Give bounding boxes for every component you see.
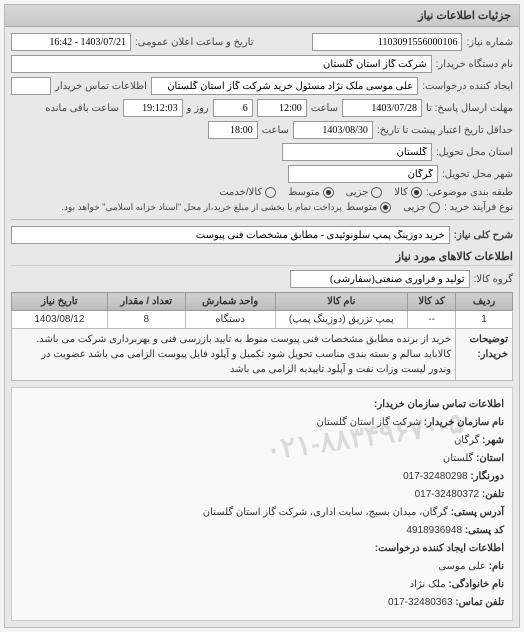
goods-section-title: اطلاعات کالاهای مورد نیاز [11, 250, 513, 266]
cell-unit: دستگاه [185, 311, 275, 329]
request-number-label: شماره نیاز: [466, 37, 513, 48]
postal-label: کد پستی: [465, 525, 504, 536]
process-label: نوع فرآیند خرید : [444, 202, 513, 213]
address: گرگان، میدان بسیج، سایت اداری، شرکت گاز … [203, 507, 448, 518]
buyer-contact-label: اطلاعات تماس خریدار [55, 81, 147, 92]
table-row: 1 -- پمپ تزریق (دوزینگ پمپ) دستگاه 8 140… [12, 311, 513, 329]
org-name-label: نام سازمان خریدار: [424, 417, 504, 428]
need-desc-label: شرح کلی نیاز: [454, 230, 513, 241]
creator-family: ملک نژاد [410, 579, 446, 590]
deadline-label: مهلت ارسال پاسخ: تا [426, 103, 513, 114]
panel-title: جزئیات اطلاعات نیاز [5, 5, 519, 27]
radio-partial-label: جزیی [346, 187, 369, 198]
cell-code: -- [408, 311, 456, 329]
cell-date: 1403/08/12 [12, 311, 108, 329]
radio-partial-dot [371, 187, 382, 198]
goods-table: ردیف کد کالا نام کالا واحد شمارش تعداد /… [11, 292, 513, 381]
remaining-label: ساعت باقی مانده [45, 103, 118, 114]
time-label-1: ساعت [311, 103, 338, 114]
col-unit: واحد شمارش [185, 293, 275, 311]
radio-process-medium-label: متوسط [346, 202, 377, 213]
org-name: شرکت گاز استان گلستان [317, 417, 421, 428]
col-code: کد کالا [408, 293, 456, 311]
radio-process-partial[interactable]: جزیی [403, 202, 440, 213]
public-datetime-label: تاریخ و ساعت اعلان عمومی: [135, 37, 254, 48]
cell-name: پمپ تزریق (دوزینگ پمپ) [275, 311, 408, 329]
public-datetime-input[interactable] [11, 33, 131, 51]
buyer-org-input[interactable] [11, 55, 432, 73]
desc-text-cell: خرید از برنده مطابق مشخصات فنی پیوست منو… [12, 329, 456, 381]
col-qty: تعداد / مقدار [107, 293, 185, 311]
contact-box: اطلاعات تماس سازمان خریدار: نام سازمان خ… [11, 387, 513, 621]
radio-process-medium-dot [380, 202, 391, 213]
process-note: پرداخت تمام یا بخشی از مبلغ خرید،از محل … [61, 202, 341, 213]
contact-title: اطلاعات تماس سازمان خریدار: [374, 399, 504, 410]
deadline-date-input[interactable] [342, 99, 422, 117]
contact-province: گلستان [443, 453, 473, 464]
province-label: استان محل تحویل: [436, 147, 513, 158]
contact-province-label: استان: [476, 453, 504, 464]
radio-goods-label: کالا [394, 187, 408, 198]
buyer-contact-input[interactable] [11, 77, 51, 95]
radio-medium[interactable]: متوسط [288, 187, 333, 198]
requester-input[interactable] [151, 77, 418, 95]
time-label-2: ساعت [262, 125, 289, 136]
requester-label: ایجاد کننده درخواست: [422, 81, 513, 92]
deadline-time-input[interactable] [257, 99, 307, 117]
radio-process-partial-dot [429, 202, 440, 213]
contact-city: گرگان [454, 435, 479, 446]
province-input[interactable] [282, 143, 432, 161]
address-label: آدرس پستی: [451, 507, 504, 518]
radio-partial[interactable]: جزیی [346, 187, 383, 198]
radio-medium-label: متوسط [288, 187, 319, 198]
radio-cash[interactable]: کالا/خدمت [219, 187, 276, 198]
contact-city-label: شهر: [482, 435, 504, 446]
phone-label: تلفن: [482, 489, 504, 500]
buyer-org-label: نام دستگاه خریدار: [436, 59, 513, 70]
phone: 32480372-017 [415, 489, 480, 500]
validity-date-input[interactable] [293, 121, 373, 139]
radio-cash-dot [265, 187, 276, 198]
cell-row: 1 [456, 311, 513, 329]
radio-cash-label: کالا/خدمت [219, 187, 262, 198]
days-label: روز و [187, 103, 209, 114]
validity-label: حداقل تاریخ اعتبار پیشت تا تاریخ: [377, 125, 513, 136]
contact-phone: 32480363-017 [388, 597, 453, 608]
request-number-input[interactable] [312, 33, 462, 51]
postal: 4918936948 [406, 525, 462, 536]
city-label: شهر محل تحویل: [442, 169, 513, 180]
radio-goods[interactable]: کالا [394, 187, 422, 198]
creator-title: اطلاعات ایجاد کننده درخواست: [375, 543, 504, 554]
validity-time-input[interactable] [208, 121, 258, 139]
goods-group-label: گروه کالا: [474, 274, 513, 285]
contact-phone-label: تلفن تماس: [455, 597, 504, 608]
desc-label-cell: توضیحات خریدار: [456, 329, 513, 381]
name-label: نام: [489, 561, 504, 572]
cell-qty: 8 [107, 311, 185, 329]
col-name: نام کالا [275, 293, 408, 311]
remaining-input[interactable] [123, 99, 183, 117]
goods-group-input[interactable] [290, 270, 470, 288]
radio-process-medium[interactable]: متوسط [346, 202, 391, 213]
radio-medium-dot [323, 187, 334, 198]
fax-label: دورنگار: [470, 471, 504, 482]
radio-goods-dot [411, 187, 422, 198]
desc-row: توضیحات خریدار: خرید از برنده مطابق مشخص… [12, 329, 513, 381]
col-row: ردیف [456, 293, 513, 311]
creator-name: علی موسی [438, 561, 486, 572]
subject-cat-label: طبقه بندی موضوعی: [426, 187, 513, 198]
fax: 32480298-017 [403, 471, 468, 482]
need-desc-input[interactable] [11, 226, 450, 244]
city-input[interactable] [288, 165, 438, 183]
days-input[interactable] [213, 99, 253, 117]
family-label: نام خانوادگی: [448, 579, 504, 590]
radio-process-partial-label: جزیی [403, 202, 426, 213]
col-date: تاریخ نیاز [12, 293, 108, 311]
